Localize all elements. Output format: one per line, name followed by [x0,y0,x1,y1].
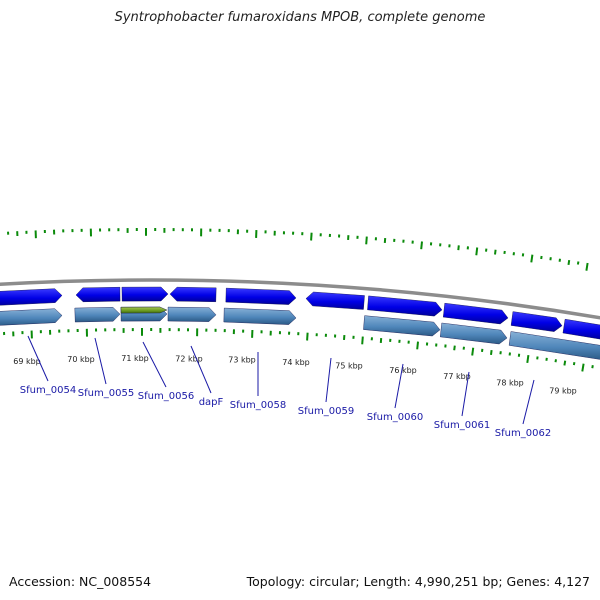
gc-skew-track-upper [7,228,589,271]
label-leader-line [461,371,470,417]
reverse-gene [0,308,63,326]
gc-tick [471,347,475,356]
gc-tick [310,232,313,241]
genome-summary-text: Topology: circular; Length: 4,990,251 bp… [246,574,590,589]
scale-label: 79 kbp [549,386,577,395]
gene-label: Sfum_0061 [434,420,490,431]
forward-gene [75,286,121,303]
gc-tick [457,245,460,251]
scale-marks: 69 kbp 70 kbp 71 kbp 72 kbp 73 kbp 74 kbp 75 k… [13,354,577,395]
forward-gene [305,291,365,310]
gc-tick [581,363,585,372]
gc-tick [365,236,368,245]
gc-tick [494,249,497,255]
scale-label: 70 kbp [67,355,95,364]
scale-label: 77 kbp [443,372,471,381]
gc-tick [530,254,534,263]
forward-gene [121,286,169,302]
gc-tick [591,365,594,369]
label-leader-line [27,335,49,382]
reverse-gene [167,306,217,322]
gc-tick [554,359,557,363]
scale-label: 71 kbp [121,354,149,363]
gc-tick [306,332,309,341]
gc-tick [420,241,423,250]
gc-tick [490,349,493,356]
genome-title: Syntrophobacter fumaroxidans MPOB, compl… [114,10,486,25]
gc-tick [361,336,364,345]
label-leader-line [522,379,535,425]
gene-label-leaders: Sfum_0054 Sfum_0055 Sfum_0056 dapF Sfum_0058… [20,335,551,439]
reverse-strand-genes [0,306,600,360]
gene-label: Sfum_0058 [230,400,286,411]
gc-tick [563,360,567,366]
gene-label: Sfum_0056 [138,391,194,402]
forward-gene [367,295,443,317]
scale-label: 72 kbp [175,354,203,363]
highlighted-gene [120,306,168,314]
scale-label: 69 kbp [13,357,41,366]
gene-label: Sfum_0059 [298,406,354,417]
gc-tick [572,362,576,366]
gc-tick [526,354,530,364]
reverse-gene [508,331,600,360]
gene-label: Sfum_0062 [495,428,551,439]
gc-tick [576,261,580,265]
forward-gene [510,311,563,332]
forward-gene [0,288,63,306]
label-leader-line [94,337,107,385]
gene-label: Sfum_0060 [367,412,423,423]
label-leader-line [394,363,404,409]
accession-text: Accession: NC_008554 [9,574,152,589]
reverse-gene [363,315,441,337]
forward-strand-genes [0,286,600,340]
scale-label: 73 kbp [228,356,256,365]
forward-gene [443,302,509,325]
gene-label: Sfum_0055 [78,388,134,399]
reverse-gene [74,307,121,323]
scale-label: 74 kbp [282,358,310,367]
scale-label: 76 kbp [389,366,417,375]
reverse-gene [440,322,508,345]
forward-gene [562,318,600,340]
reverse-gene [223,307,297,325]
label-leader-line [190,345,212,394]
scale-label: 75 kbp [335,361,363,370]
scale-label: 78 kbp [496,379,524,388]
gc-tick [567,259,571,266]
forward-gene [169,286,217,303]
gc-skew-track-lower [3,328,594,372]
gc-tick [453,345,456,351]
label-leader-line [142,341,167,388]
gc-tick [585,262,589,271]
gene-label: Sfum_0054 [20,385,76,396]
genome-backbone [0,278,600,320]
gc-tick [475,247,479,256]
gc-tick [416,341,419,350]
label-leader-line [325,357,332,403]
gene-label: dapF [199,397,224,408]
forward-gene [225,287,297,305]
